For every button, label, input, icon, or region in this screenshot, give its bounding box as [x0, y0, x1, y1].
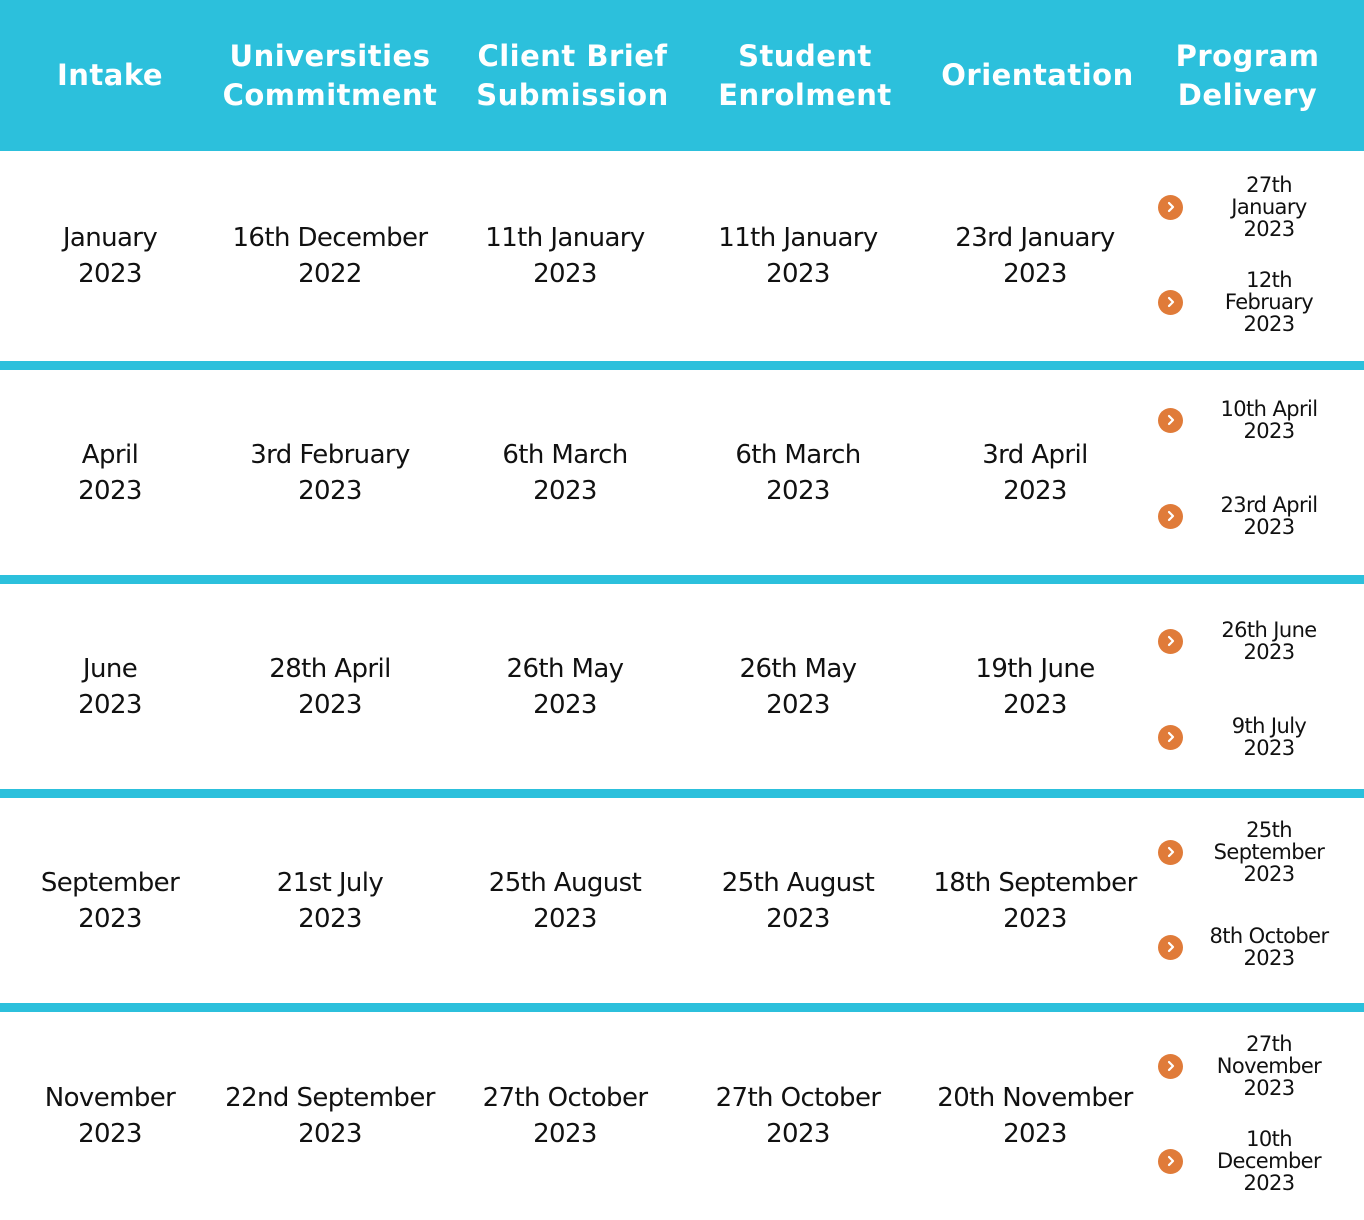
chevron-right-icon — [1158, 839, 1183, 865]
intake-cell: January 2023 — [62, 223, 158, 289]
header-orientation: Orientation — [941, 58, 1134, 92]
program-delivery-date: 10th December 2023 — [1216, 1127, 1322, 1195]
student-enrolment-cell: 27th October 2023 — [715, 1083, 881, 1149]
orientation-cell: 19th June 2023 — [975, 653, 1095, 720]
student-enrolment-cell: 6th March 2023 — [735, 439, 861, 506]
program-delivery-item: 10th April 2023 — [1150, 380, 1364, 460]
program-delivery-item: 8th October 2023 — [1150, 907, 1364, 987]
client-brief-submission-cell: 25th August 2023 — [488, 867, 642, 934]
header-intake: Intake — [56, 58, 164, 92]
program-delivery-date: 27th January 2023 — [1231, 173, 1307, 241]
program-delivery-date: 12th February 2023 — [1224, 268, 1314, 336]
table-row: April 2023 3rd February 2023 6th March 2… — [0, 370, 1364, 575]
program-delivery-item: 27th November 2023 — [1150, 1022, 1364, 1110]
program-delivery-date: 8th October 2023 — [1209, 924, 1329, 970]
chevron-right-icon — [1158, 724, 1183, 750]
table-row: June 2023 28th April 2023 26th May 2023 … — [0, 584, 1364, 789]
table-row: January 2023 16th December 2022 11th Jan… — [0, 151, 1364, 361]
program-delivery-item: 25th September 2023 — [1150, 808, 1364, 896]
table-header: Intake Universities Commitment Client Br… — [0, 0, 1364, 151]
table-row: September 2023 21st July 2023 25th Augus… — [0, 798, 1364, 1003]
orientation-cell: 3rd April 2023 — [982, 439, 1088, 506]
program-delivery-item: 12th February 2023 — [1150, 258, 1364, 346]
header-universities-commitment: Universities Commitment — [222, 38, 438, 112]
program-delivery-date: 9th July 2023 — [1231, 714, 1307, 760]
program-delivery-date: 25th September 2023 — [1213, 818, 1325, 886]
student-enrolment-cell: 11th January 2023 — [718, 223, 878, 289]
chevron-right-icon — [1158, 289, 1183, 315]
row-divider — [0, 1003, 1364, 1012]
header-client-brief-submission: Client Brief Submission — [476, 38, 669, 112]
student-enrolment-cell: 26th May 2023 — [739, 653, 858, 720]
universities-commitment-cell: 21st July 2023 — [276, 867, 384, 934]
orientation-cell: 20th November 2023 — [937, 1083, 1133, 1149]
program-delivery-item: 9th July 2023 — [1150, 697, 1364, 777]
program-delivery-date: 23rd April 2023 — [1220, 493, 1319, 539]
client-brief-submission-cell: 27th October 2023 — [482, 1083, 648, 1149]
table-row: November 2023 22nd September 2023 27th O… — [0, 1012, 1364, 1220]
intake-cell: September 2023 — [40, 867, 180, 934]
student-enrolment-cell: 25th August 2023 — [721, 867, 875, 934]
universities-commitment-cell: 16th December 2022 — [232, 223, 428, 289]
program-delivery-item: 26th June 2023 — [1150, 601, 1364, 681]
universities-commitment-cell: 22nd September 2023 — [225, 1083, 435, 1149]
client-brief-submission-cell: 6th March 2023 — [502, 439, 628, 506]
header-student-enrolment: Student Enrolment — [718, 38, 892, 112]
orientation-cell: 23rd January 2023 — [955, 223, 1115, 289]
program-delivery-date: 26th June 2023 — [1221, 618, 1317, 664]
chevron-right-icon — [1158, 1148, 1183, 1174]
client-brief-submission-cell: 11th January 2023 — [485, 223, 645, 289]
program-delivery-item: 10th December 2023 — [1150, 1117, 1364, 1205]
row-divider — [0, 789, 1364, 798]
chevron-right-icon — [1158, 628, 1183, 654]
universities-commitment-cell: 28th April 2023 — [269, 653, 391, 720]
chevron-right-icon — [1158, 407, 1183, 433]
orientation-cell: 18th September 2023 — [933, 867, 1137, 934]
chevron-right-icon — [1158, 1053, 1183, 1079]
program-delivery-date: 27th November 2023 — [1216, 1032, 1322, 1100]
row-divider — [0, 361, 1364, 370]
row-divider — [0, 575, 1364, 584]
intake-cell: June 2023 — [78, 653, 142, 720]
program-delivery-date: 10th April 2023 — [1220, 397, 1319, 443]
program-delivery-item: 27th January 2023 — [1150, 163, 1364, 251]
intake-cell: April 2023 — [78, 439, 142, 506]
chevron-right-icon — [1158, 194, 1183, 220]
program-delivery-item: 23rd April 2023 — [1150, 476, 1364, 556]
chevron-right-icon — [1158, 503, 1183, 529]
chevron-right-icon — [1158, 934, 1183, 960]
client-brief-submission-cell: 26th May 2023 — [506, 653, 625, 720]
header-program-delivery: Program Delivery — [1175, 38, 1320, 112]
universities-commitment-cell: 3rd February 2023 — [250, 439, 410, 506]
intake-cell: November 2023 — [44, 1083, 176, 1149]
